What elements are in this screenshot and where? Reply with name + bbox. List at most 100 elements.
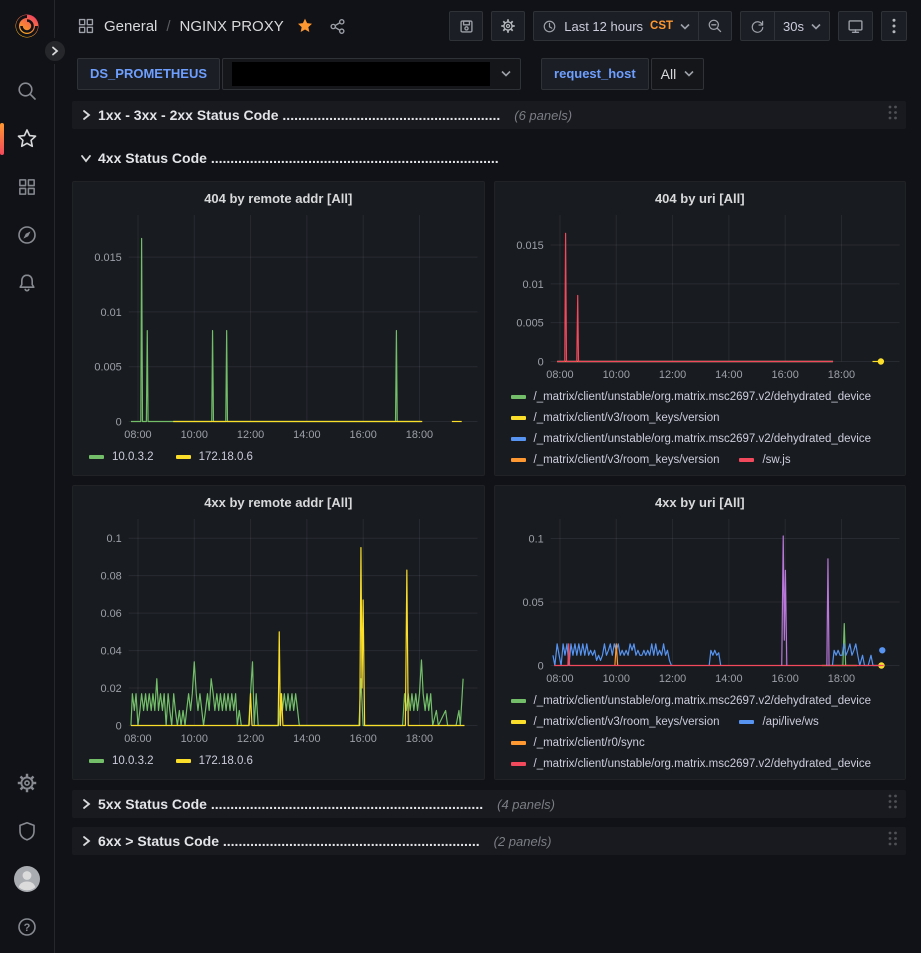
- star-icon: [17, 129, 37, 148]
- cycle-view-mode-button[interactable]: [838, 11, 873, 41]
- legend-item[interactable]: 172.18.0.6: [175, 755, 253, 767]
- sidebar-item-profile[interactable]: [0, 855, 55, 903]
- chart-plot[interactable]: 08:00 10:00 12:00 14:00 16:00 18:00 0 0.05 0.1: [499, 516, 902, 688]
- legend-item[interactable]: /_matrix/client/unstable/org.matrix.msc2…: [510, 433, 872, 445]
- legend-item[interactable]: /_matrix/client/unstable/org.matrix.msc2…: [510, 391, 872, 403]
- legend-item[interactable]: /_matrix/client/unstable/org.matrix.msc2…: [510, 695, 871, 707]
- sidebar-item-configuration[interactable]: [0, 759, 55, 807]
- sidebar-item-search[interactable]: [0, 67, 55, 115]
- time-range-label: Last 12 hours: [564, 18, 644, 34]
- legend-item[interactable]: /_matrix/client/r0/sync: [510, 737, 645, 749]
- legend-swatch: [510, 437, 526, 441]
- panel-title[interactable]: 4xx by remote addr [All]: [204, 495, 353, 510]
- chevron-down-icon: [811, 23, 821, 30]
- chevron-down-icon: [78, 154, 94, 163]
- legend-label: 10.0.3.2: [112, 755, 154, 767]
- dashboard-row-1xx-3xx-2xx[interactable]: 1xx - 3xx - 2xx Status Code ............…: [72, 101, 906, 129]
- drag-handle-icon[interactable]: [887, 830, 898, 852]
- svg-text:12:00: 12:00: [237, 429, 264, 441]
- legend-item[interactable]: /_matrix/client/v3/room_keys/version: [510, 716, 719, 728]
- legend-label: /_matrix/client/unstable/org.matrix.msc2…: [533, 758, 872, 770]
- panel-title[interactable]: 404 by uri [All]: [654, 191, 745, 206]
- svg-text:0.01: 0.01: [100, 307, 121, 319]
- drag-handle-icon[interactable]: [887, 793, 898, 815]
- row-panel-count: (2 panels): [493, 833, 552, 849]
- variable-label-request-host[interactable]: request_host: [541, 57, 649, 90]
- sidebar-item-help[interactable]: ?: [0, 903, 55, 951]
- dashboard-row-5xx[interactable]: 5xx Status Code ........................…: [72, 790, 906, 818]
- gear-icon: [17, 773, 37, 793]
- legend-item[interactable]: /sw.js: [739, 454, 791, 466]
- legend-item[interactable]: /_matrix/client/v3/room_keys/version: [510, 412, 720, 424]
- svg-text:16:00: 16:00: [771, 673, 798, 685]
- panel-title[interactable]: 4xx by uri [All]: [654, 495, 745, 510]
- expand-sidebar-button[interactable]: [42, 38, 68, 64]
- drag-handle-icon[interactable]: [887, 104, 898, 126]
- legend-label: /_matrix/client/unstable/org.matrix.msc2…: [533, 433, 872, 445]
- datasource-picker[interactable]: [222, 57, 522, 90]
- legend-label: /_matrix/client/r0/sync: [533, 737, 645, 749]
- sidebar-item-explore[interactable]: [0, 211, 55, 259]
- dashboard-row-6xx[interactable]: 6xx > Status Code ......................…: [72, 827, 906, 855]
- compass-icon: [18, 226, 36, 244]
- row-title: 4xx Status Code: [98, 150, 211, 166]
- redacted-value: [232, 61, 491, 86]
- svg-text:12:00: 12:00: [658, 369, 685, 381]
- legend-label: /_matrix/client/unstable/org.matrix.msc2…: [533, 391, 872, 403]
- bell-icon: [19, 274, 35, 292]
- refresh-button[interactable]: [740, 11, 775, 41]
- time-range-picker[interactable]: Last 12 hours CST: [533, 11, 699, 41]
- sidebar-item-starred[interactable]: [0, 115, 55, 163]
- legend-item[interactable]: /_matrix/client/v3/room_keys/version: [510, 454, 719, 466]
- zoom-out-time-button[interactable]: [698, 11, 733, 41]
- svg-text:0.1: 0.1: [107, 533, 122, 545]
- dashboard-title[interactable]: NGINX PROXY: [179, 17, 284, 35]
- svg-text:18:00: 18:00: [406, 733, 433, 745]
- legend-label: /sw.js: [762, 454, 791, 466]
- svg-text:0.02: 0.02: [100, 683, 121, 695]
- chart-plot[interactable]: 08:00 10:00 12:00 14:00 16:00 18:00 0 0.02 0.04 0…: [77, 516, 480, 748]
- svg-text:12:00: 12:00: [237, 733, 264, 745]
- legend-item[interactable]: 10.0.3.2: [89, 451, 154, 463]
- sidebar-item-alerting[interactable]: [0, 259, 55, 307]
- header-toolbar: Last 12 hours CST 30s: [449, 11, 907, 41]
- svg-text:16:00: 16:00: [350, 733, 377, 745]
- save-icon: [460, 19, 473, 33]
- breadcrumb-section[interactable]: General: [104, 17, 158, 35]
- legend-item[interactable]: 10.0.3.2: [89, 755, 154, 767]
- save-dashboard-button[interactable]: [449, 11, 484, 41]
- variable-label-datasource[interactable]: DS_PROMETHEUS: [77, 57, 221, 90]
- legend-swatch: [89, 759, 104, 763]
- legend-item[interactable]: /_matrix/client/unstable/org.matrix.msc2…: [510, 758, 872, 770]
- legend-label: 172.18.0.6: [198, 451, 253, 463]
- svg-text:0.06: 0.06: [100, 608, 121, 620]
- legend-label: /_matrix/client/v3/room_keys/version: [533, 412, 720, 424]
- dashboard-row-4xx[interactable]: 4xx Status Code ........................…: [72, 144, 906, 172]
- legend-swatch: [739, 720, 755, 724]
- chevron-down-icon: [501, 70, 511, 77]
- sidebar-item-dashboards[interactable]: [0, 163, 55, 211]
- share-icon[interactable]: [329, 18, 346, 35]
- sidebar-item-server-admin[interactable]: [0, 807, 55, 855]
- apps-icon: [78, 18, 94, 34]
- panel-title[interactable]: 404 by remote addr [All]: [204, 191, 353, 206]
- chart-plot[interactable]: 08:00 10:00 12:00 14:00 16:00 18:00 0 0.005 0.01…: [77, 212, 480, 444]
- favorite-star-icon[interactable]: [296, 17, 314, 35]
- search-icon: [18, 82, 36, 100]
- chevron-right-icon: [78, 109, 94, 121]
- chart-plot[interactable]: 08:00 10:00 12:00 14:00 16:00 18:00 0 0.005 0.01…: [499, 212, 902, 384]
- row-dots: ........................................…: [210, 796, 484, 812]
- chevron-down-icon: [684, 70, 694, 77]
- legend-swatch: [510, 395, 526, 399]
- legend-item[interactable]: 172.18.0.6: [175, 451, 253, 463]
- request-host-picker[interactable]: All: [650, 57, 705, 90]
- grafana-logo-icon[interactable]: [12, 11, 42, 41]
- refresh-interval-picker[interactable]: 30s: [774, 11, 830, 41]
- dashboard-settings-button[interactable]: [491, 11, 526, 41]
- row-dots: ........................................…: [210, 150, 499, 166]
- svg-text:08:00: 08:00: [124, 733, 151, 745]
- svg-text:0.04: 0.04: [100, 646, 121, 658]
- more-options-button[interactable]: [881, 11, 907, 41]
- legend-item[interactable]: /api/live/ws: [739, 716, 819, 728]
- svg-text:14:00: 14:00: [293, 429, 320, 441]
